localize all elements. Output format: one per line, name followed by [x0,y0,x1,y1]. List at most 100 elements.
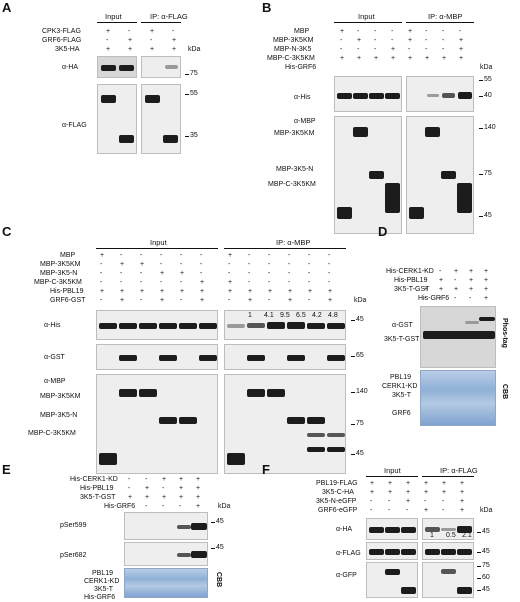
row-label-grf6-egfp: GRF6-eGFP [318,507,358,514]
row-label-mbp-n-3k5: MBP-N-3K5 [274,46,312,53]
sign-cell: + [180,270,185,277]
marker-45: 45 [211,518,224,525]
sign-cell: - [408,46,411,53]
sign-cell: - [439,268,442,275]
sign-cell: + [328,297,333,304]
blot-band [287,417,305,424]
blot-band [287,322,305,329]
sign-cell: + [442,55,447,62]
marker-55: 55 [185,90,198,97]
cbb-label-his-grf6: His-GRF6 [84,594,116,601]
sign-cell: - [425,46,428,53]
sign-cell: + [179,485,184,492]
cbb-label-cerk1-kd: CERK1-KD [382,383,418,390]
sign-cell: + [228,288,233,295]
blot-band [267,322,285,329]
sign-cell: + [408,55,413,62]
band-label-mbp-c-3k5km: MBP-C-3K5KM [28,430,76,437]
blot-band [327,447,345,452]
sign-cell: + [459,46,464,53]
row-label-his-pbl19: His-PBL19 [50,288,84,295]
marker-75: 75 [351,420,364,427]
sign-cell: + [160,288,165,295]
sign-cell: - [442,28,445,35]
row-label-mbp: MBP [294,28,310,35]
marker-45: 45 [477,548,490,555]
row-label-his-cerk1-kd: His-CERK1-KD [70,476,118,483]
blot-label-flag: α-FLAG [62,122,87,129]
sign-cell: + [469,286,474,293]
sign-cell: - [469,295,472,302]
marker-60: 60 [477,574,490,581]
sign-cell: + [406,489,411,496]
sign-cell: - [340,46,343,53]
row-label-mbp-c-3k5km: MBP-C-3K5KM [267,55,315,62]
sign-cell: - [140,252,143,259]
blot-band [179,417,197,424]
sign-cell: + [100,252,105,259]
sign-cell: + [454,286,459,293]
sign-cell: + [140,261,145,268]
panel-a-letter: A [2,0,12,15]
sign-cell: + [145,485,150,492]
blot-band [327,323,345,329]
quant-value: 4.8 [328,312,338,319]
blot-e-pser599 [124,512,208,540]
marker-45: 45 [477,528,490,535]
quant-value: 1 [430,532,434,539]
sign-cell: - [357,28,360,35]
marker-45: 45 [479,212,492,219]
blot-label-gfp: α-GFP [336,572,357,579]
blot-band [179,323,197,329]
sign-cell: + [288,297,293,304]
sign-cell: - [228,297,231,304]
sign-cell: - [100,297,103,304]
blot-c-gst-ip [224,344,346,370]
header-ip: IP: α-MBP [276,238,311,247]
kda-label: kDa [218,503,231,510]
quant-value: 4.1 [264,312,274,319]
sign-cell: - [391,28,394,35]
quant-value: 6.5 [296,312,306,319]
sign-cell: - [120,279,123,286]
sign-cell: - [374,37,377,44]
quant-value: 1 [248,312,252,319]
row-label-grf6: GRF6-FLAG [42,37,82,44]
panel-e-letter: E [2,462,11,477]
sign-cell: + [150,28,155,35]
sign-cell: + [484,295,489,302]
sign-cell: + [357,37,362,44]
sign-cell: - [100,261,103,268]
sign-cell: + [424,480,429,487]
sign-cell: - [442,37,445,44]
sign-cell: - [162,503,165,510]
blot-band [99,453,117,465]
sign-cell: - [180,261,183,268]
blot-band [139,323,157,329]
sign-cell: + [459,37,464,44]
sign-cell: - [120,252,123,259]
blot-b-his-input [334,76,402,112]
sign-cell: - [328,261,331,268]
row-label-3k5ha: 3K5-HA [55,46,80,53]
sign-cell: + [160,270,165,277]
marker-55: 55 [479,76,492,83]
sign-cell: - [200,252,203,259]
gel-d-cbb [420,370,496,426]
sign-cell: - [200,261,203,268]
blot-c-mbp-input [96,374,218,474]
header-input: Input [105,12,122,21]
blot-band [307,417,325,424]
row-label-mbp-3k5-n: MBP-3K5-N [40,270,78,277]
sign-cell: + [150,46,155,53]
sign-cell: - [268,261,271,268]
sign-cell: + [460,480,465,487]
row-label-his-cerk1-kd: His-CERK1-KD [386,268,434,275]
sign-cell: + [439,277,444,284]
blot-f-flag-input [366,542,418,560]
header-ip: IP: α-FLAG [440,466,478,475]
blot-a-ha-input [97,56,137,78]
quant-value: 0.5 [446,532,456,539]
sign-cell: - [128,28,131,35]
sign-cell: + [406,498,411,505]
